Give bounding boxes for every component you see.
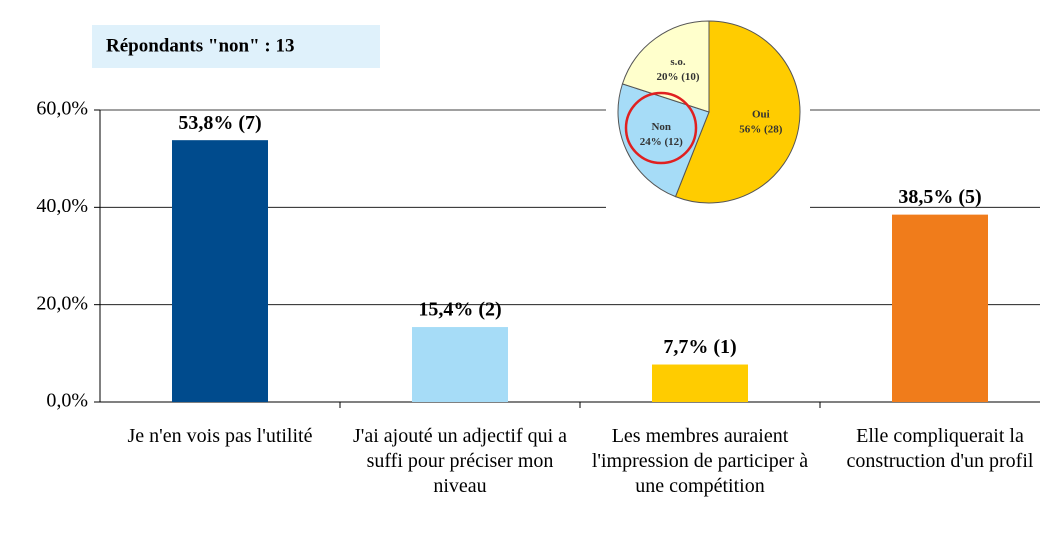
y-tick-label: 0,0% (46, 390, 88, 412)
bar (172, 140, 268, 402)
y-tick-label: 40,0% (36, 195, 88, 217)
x-tick-label: Les membres auraient l'impression de par… (591, 425, 809, 497)
pie-label: s.o. (670, 56, 686, 68)
data-label: 15,4% (2) (418, 299, 501, 321)
bar (412, 327, 508, 402)
y-tick-label: 20,0% (36, 292, 88, 314)
data-label: 53,8% (7) (178, 112, 261, 134)
pie-value-label: 20% (10) (656, 71, 699, 83)
annotation-box (92, 25, 380, 68)
pie-label: Oui (752, 108, 770, 120)
pie-slice (617, 83, 710, 198)
x-tick-label: Je n'en vois pas l'utilité (127, 425, 313, 447)
x-tick-label: J'ai ajouté un adjectif qui a suffi pour… (352, 425, 568, 497)
highlight-circle (624, 91, 698, 165)
annotation: Répondants "non" : 13 (106, 35, 294, 56)
x-tick-label: Elle compliquerait la construction d'un … (846, 425, 1034, 472)
pie-slice (674, 20, 801, 204)
pie-value-label: 24% (12) (640, 136, 683, 148)
pie-label: Non (651, 121, 671, 133)
pie-slice (621, 20, 710, 113)
data-label: 38,5% (5) (898, 186, 981, 208)
bar (652, 364, 748, 402)
data-label: 7,7% (1) (663, 336, 736, 358)
pie-value-label: 56% (28) (739, 123, 782, 135)
y-tick-label: 60,0% (36, 98, 88, 120)
bar (892, 214, 988, 402)
